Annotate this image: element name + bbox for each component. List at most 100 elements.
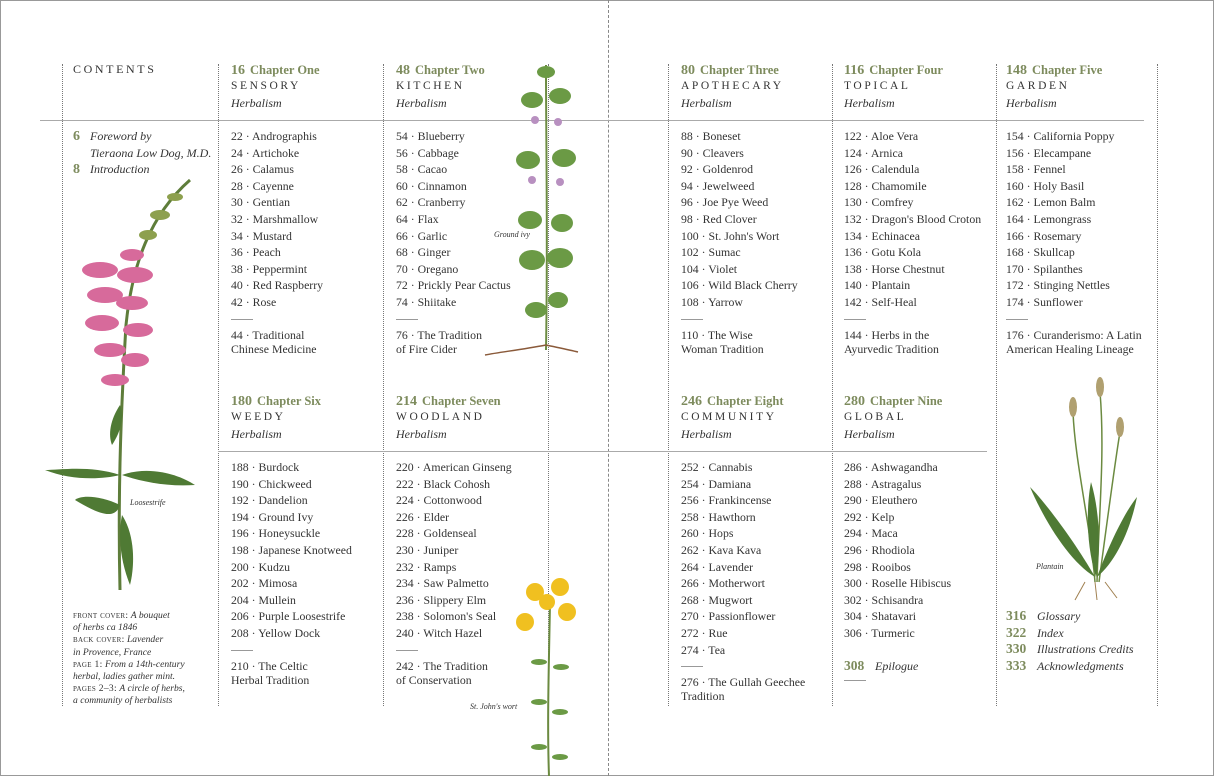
list-item[interactable]: 228 · Goldenseal [396,526,477,541]
list-item[interactable]: 266 · Motherwort [681,576,765,591]
front-matter-foreword[interactable]: 6 Foreword by Tieraona Low Dog, M.D. [73,128,211,161]
list-item[interactable]: 66 · Garlic [396,228,448,243]
list-item[interactable]: 264 · Lavender [681,559,754,574]
list-item[interactable]: 24 · Artichoke [231,145,300,160]
list-item[interactable]: 168 · Skullcap [1006,245,1075,260]
list-item[interactable]: 236 · Slippery Elm [396,592,487,607]
tradition-entry[interactable]: 210 · The Celtic Herbal Tradition [231,659,352,687]
tradition-entry[interactable]: 44 · Traditional Chinese Medicine [231,328,323,356]
list-item[interactable]: 294 · Maca [844,526,898,541]
tradition-entry[interactable]: 176 · Curanderismo: A Latin American Heal… [1006,328,1142,356]
list-item[interactable]: 42 · Rose [231,294,277,309]
list-item[interactable]: 90 · Cleavers [681,145,744,160]
list-item[interactable]: 254 · Damiana [681,476,752,491]
list-item[interactable]: 166 · Rosemary [1006,228,1082,243]
front-matter-introduction[interactable]: 8 Introduction [73,161,150,178]
list-item[interactable]: 302 · Schisandra [844,592,924,607]
back-matter-entry[interactable]: 316 Glossary [1006,608,1134,625]
list-item[interactable]: 286 · Ashwagandha [844,460,938,474]
list-item[interactable]: 252 · Cannabis [681,460,753,474]
tradition-entry[interactable]: 110 · The Wise Woman Tradition [681,328,798,356]
back-matter-entry[interactable]: 333 Acknowledgments [1006,658,1134,675]
list-item[interactable]: 174 · Sunflower [1006,294,1083,309]
chapter-heading[interactable]: 116 Chapter Four [844,62,999,78]
list-item[interactable]: 188 · Burdock [231,460,300,474]
list-item[interactable]: 200 · Kudzu [231,559,290,574]
list-item[interactable]: 220 · American Ginseng [396,460,512,474]
list-item[interactable]: 68 · Ginger [396,245,451,260]
list-item[interactable]: 96 · Joe Pye Weed [681,195,769,210]
list-item[interactable]: 36 · Peach [231,245,281,260]
list-item[interactable]: 132 · Dragon's Blood Croton [844,211,982,226]
list-item[interactable]: 172 · Stinging Nettles [1006,278,1110,293]
list-item[interactable]: 256 · Frankincense [681,493,772,508]
list-item[interactable]: 108 · Yarrow [681,294,743,309]
list-item[interactable]: 38 · Peppermint [231,261,308,276]
list-item[interactable]: 56 · Cabbage [396,145,459,160]
list-item[interactable]: 190 · Chickweed [231,476,312,491]
list-item[interactable]: 290 · Eleuthero [844,493,918,508]
chapter-heading[interactable]: 16 Chapter One [231,62,386,78]
list-item[interactable]: 160 · Holy Basil [1006,178,1085,193]
list-item[interactable]: 192 · Dandelion [231,493,308,508]
list-item[interactable]: 272 · Rue [681,625,728,640]
list-item[interactable]: 106 · Wild Black Cherry [681,278,798,293]
list-item[interactable]: 240 · Witch Hazel [396,625,483,640]
list-item[interactable]: 268 · Mugwort [681,592,753,607]
chapter-heading[interactable]: 48 Chapter Two [396,62,551,78]
list-item[interactable]: 260 · Hops [681,526,734,541]
list-item[interactable]: 304 · Shatavari [844,609,917,624]
list-item[interactable]: 62 · Cranberry [396,195,466,210]
list-item[interactable]: 70 · Oregano [396,261,459,276]
list-item[interactable]: 232 · Ramps [396,559,457,574]
tradition-entry[interactable]: 242 · The Tradition of Conservation [396,659,512,687]
list-item[interactable]: 126 · Calendula [844,162,920,177]
chapter-heading[interactable]: 148 Chapter Five [1006,62,1161,78]
list-item[interactable]: 206 · Purple Loosestrife [231,609,346,624]
list-item[interactable]: 54 · Blueberry [396,129,465,143]
list-item[interactable]: 262 · Kava Kava [681,542,762,557]
list-item[interactable]: 196 · Honeysuckle [231,526,321,541]
list-item[interactable]: 258 · Hawthorn [681,509,756,524]
list-item[interactable]: 208 · Yellow Dock [231,625,321,640]
list-item[interactable]: 34 · Mustard [231,228,292,243]
list-item[interactable]: 28 · Cayenne [231,178,294,193]
list-item[interactable]: 226 · Elder [396,509,450,524]
list-item[interactable]: 140 · Plantain [844,278,911,293]
list-item[interactable]: 238 · Solomon's Seal [396,609,497,624]
list-item[interactable]: 64 · Flax [396,211,439,226]
list-item[interactable]: 204 · Mullein [231,592,296,607]
list-item[interactable]: 30 · Gentian [231,195,290,210]
list-item[interactable]: 94 · Jewelweed [681,178,755,193]
list-item[interactable]: 26 · Calamus [231,162,294,177]
list-item[interactable]: 162 · Lemon Balm [1006,195,1096,210]
list-item[interactable]: 92 · Goldenrod [681,162,754,177]
epilogue-entry[interactable]: 308 Epilogue [844,658,918,675]
chapter-heading[interactable]: 280 Chapter Nine [844,393,999,409]
list-item[interactable]: 88 · Boneset [681,129,741,143]
list-item[interactable]: 198 · Japanese Knotweed [231,542,352,557]
list-item[interactable]: 202 · Mimosa [231,576,298,591]
list-item[interactable]: 22 · Andrographis [231,129,317,143]
list-item[interactable]: 234 · Saw Palmetto [396,576,489,591]
chapter-heading[interactable]: 214 Chapter Seven [396,393,551,409]
list-item[interactable]: 288 · Astragalus [844,476,922,491]
list-item[interactable]: 298 · Rooibos [844,559,911,574]
list-item[interactable]: 300 · Roselle Hibiscus [844,576,952,591]
list-item[interactable]: 164 · Lemongrass [1006,211,1092,226]
list-item[interactable]: 74 · Shiitake [396,294,457,309]
list-item[interactable]: 72 · Prickly Pear Cactus [396,278,511,293]
list-item[interactable]: 142 · Self-Heal [844,294,917,309]
list-item[interactable]: 270 · Passionflower [681,609,776,624]
list-item[interactable]: 224 · Cottonwood [396,493,482,508]
list-item[interactable]: 292 · Kelp [844,509,895,524]
list-item[interactable]: 104 · Violet [681,261,738,276]
list-item[interactable]: 134 · Echinacea [844,228,920,243]
list-item[interactable]: 158 · Fennel [1006,162,1066,177]
list-item[interactable]: 98 · Red Clover [681,211,757,226]
chapter-heading[interactable]: 80 Chapter Three [681,62,836,78]
list-item[interactable]: 222 · Black Cohosh [396,476,491,491]
tradition-entry[interactable]: 144 · Herbs in the Ayurvedic Tradition [844,328,981,356]
tradition-entry[interactable]: 76 · The Tradition of Fire Cider [396,328,511,356]
list-item[interactable]: 136 · Gotu Kola [844,245,921,260]
